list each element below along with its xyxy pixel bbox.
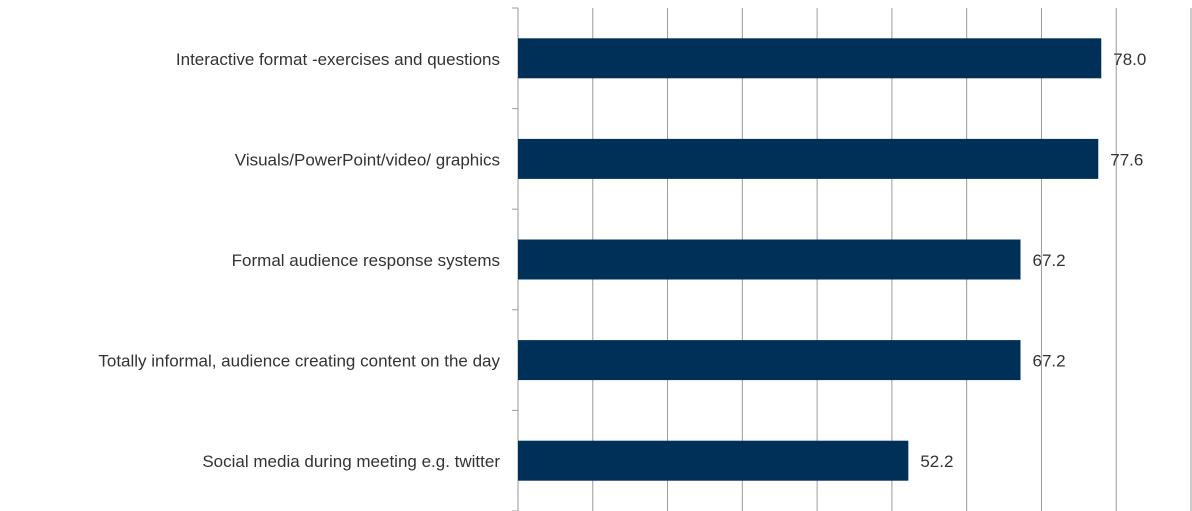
bar: [518, 239, 1021, 280]
value-label: 67.2: [1033, 352, 1066, 371]
category-label: Totally informal, audience creating cont…: [98, 352, 500, 371]
category-label: Formal audience response systems: [232, 251, 500, 270]
bar: [518, 340, 1021, 381]
bar: [518, 440, 909, 481]
category-label: Visuals/PowerPoint/video/ graphics: [235, 150, 500, 169]
value-label: 77.6: [1110, 150, 1143, 169]
bar: [518, 38, 1102, 79]
category-label: Social media during meeting e.g. twitter: [202, 452, 500, 471]
value-label: 67.2: [1033, 251, 1066, 270]
value-label: 52.2: [920, 452, 953, 471]
value-label: 78.0: [1113, 50, 1146, 69]
category-label: Interactive format -exercises and questi…: [176, 50, 500, 69]
bar: [518, 138, 1099, 179]
